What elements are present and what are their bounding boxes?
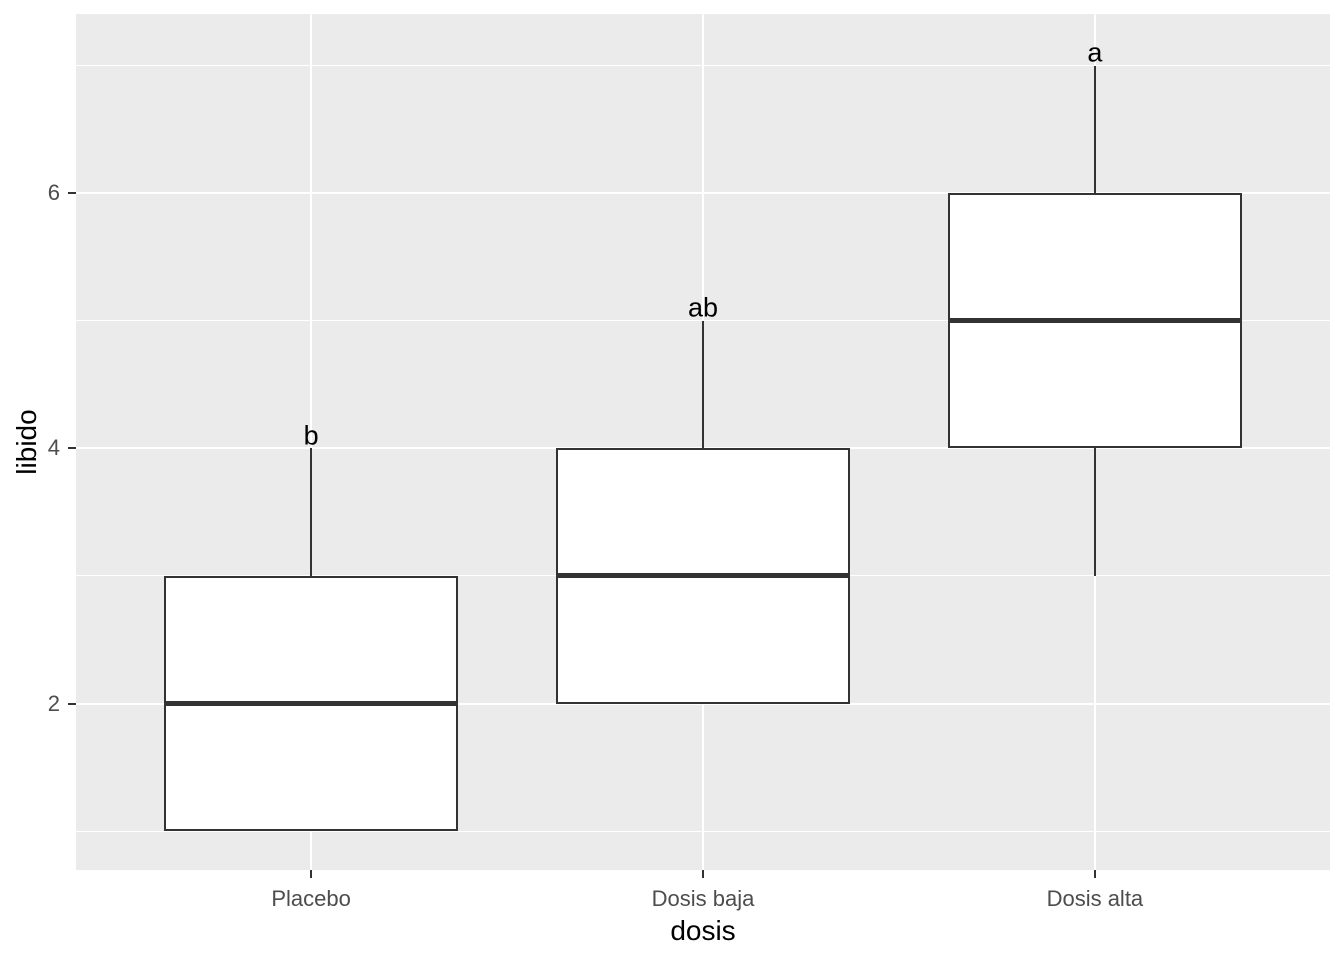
boxplot-median-line: [949, 318, 1240, 324]
x-axis-title: dosis: [670, 915, 736, 946]
y-axis-title: libido: [11, 409, 42, 475]
boxplot-upper-whisker: [310, 448, 313, 576]
y-axis-tick-mark: [68, 192, 76, 195]
x-axis-tick-mark: [310, 870, 313, 878]
significance-letter: b: [303, 420, 319, 451]
y-axis-tick-label: 2: [47, 690, 60, 716]
y-axis-tick-mark: [68, 702, 76, 705]
x-axis-tick-label: Dosis alta: [1046, 886, 1144, 911]
x-axis-tick-mark: [702, 870, 704, 878]
significance-letter: a: [1087, 37, 1103, 68]
boxplot-median-line: [558, 573, 848, 579]
boxplot-median-line: [166, 701, 457, 707]
boxplot-lower-whisker: [1093, 448, 1096, 576]
significance-letter: ab: [687, 292, 719, 323]
boxplot-upper-whisker: [702, 320, 704, 449]
y-axis-tick-label: 4: [47, 435, 60, 461]
boxplot-upper-whisker: [1093, 65, 1096, 194]
y-axis-tick-label: 6: [47, 180, 60, 206]
gridline-major-vertical: [310, 14, 313, 870]
x-axis-tick-mark: [1093, 870, 1096, 878]
x-axis-tick-label: Placebo: [271, 886, 351, 911]
y-axis-tick-mark: [68, 447, 76, 450]
x-axis-tick-label: Dosis baja: [651, 886, 755, 911]
